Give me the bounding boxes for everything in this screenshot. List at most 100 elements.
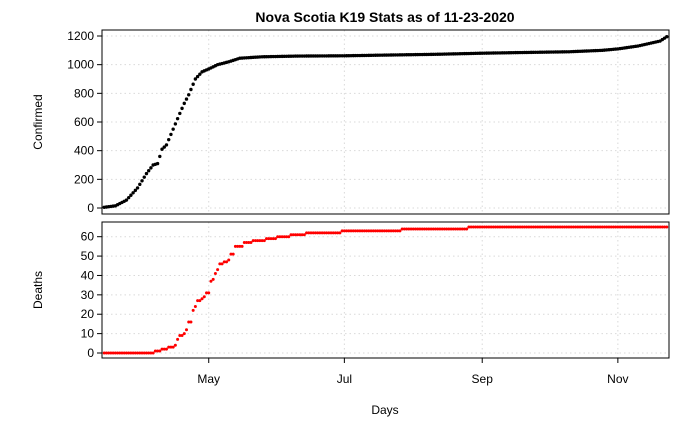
deaths-point [171, 345, 175, 349]
deaths-point [211, 277, 215, 281]
deaths-point [311, 231, 315, 235]
confirmed-point [167, 137, 171, 142]
confirmed-point [149, 166, 153, 170]
deaths-point [540, 225, 544, 229]
deaths-point [287, 235, 291, 239]
confirmed-point [193, 77, 198, 81]
deaths-point [129, 351, 133, 355]
deaths-x-axis: May Jul Sep Nov [197, 358, 629, 386]
deaths-point [113, 351, 117, 355]
deaths-point [591, 225, 595, 229]
deaths-point [596, 225, 600, 229]
deaths-point [509, 225, 513, 229]
deaths-point [587, 225, 591, 229]
deaths-point [322, 231, 326, 235]
deaths-point [516, 225, 520, 229]
confirmed-point [146, 169, 151, 173]
deaths-point [316, 231, 320, 235]
deaths-point [431, 227, 435, 231]
confirmed-point [175, 116, 180, 121]
deaths-point [425, 227, 429, 231]
deaths-point [267, 237, 271, 241]
confirmed-point [665, 35, 669, 39]
deaths-point [636, 225, 640, 229]
deaths-point [253, 239, 257, 243]
confirmed-point [129, 193, 133, 197]
confirmed-point [138, 182, 142, 187]
deaths-point [482, 225, 486, 229]
y-tick-label: 600 [74, 115, 94, 129]
deaths-point [124, 351, 128, 355]
deaths-point [320, 231, 324, 235]
deaths-point [658, 225, 662, 229]
deaths-point [104, 351, 108, 355]
deaths-point [502, 225, 506, 229]
deaths-point [518, 225, 522, 229]
deaths-point [522, 225, 526, 229]
confirmed-point [131, 191, 135, 195]
deaths-point [454, 227, 458, 231]
deaths-point [296, 233, 300, 237]
confirmed-point [187, 93, 191, 97]
confirmed-point [180, 106, 184, 111]
deaths-point [498, 225, 502, 229]
deaths-point [176, 337, 180, 341]
deaths-point [149, 351, 153, 355]
deaths-point [362, 229, 366, 233]
deaths-point [442, 227, 446, 231]
deaths-point [293, 233, 297, 237]
deaths-point [107, 351, 111, 355]
deaths-point [556, 225, 560, 229]
deaths-y-label: Deaths [31, 271, 45, 309]
deaths-point [474, 225, 478, 229]
confirmed-point [155, 161, 160, 166]
deaths-point [629, 225, 633, 229]
deaths-point [554, 225, 558, 229]
y-tick-label: 800 [74, 86, 94, 100]
deaths-point [318, 231, 322, 235]
deaths-point [247, 241, 251, 245]
deaths-point [429, 227, 433, 231]
deaths-point [567, 225, 571, 229]
deaths-point [456, 227, 460, 231]
deaths-point [409, 227, 413, 231]
deaths-point [231, 252, 235, 256]
deaths-point [594, 225, 598, 229]
deaths-point [376, 229, 380, 233]
deaths-point [583, 225, 587, 229]
confirmed-point [124, 198, 129, 202]
deaths-point [631, 225, 635, 229]
y-tick-label: 200 [74, 172, 94, 186]
deaths-point [529, 225, 533, 229]
deaths-point [614, 225, 618, 229]
deaths-point [558, 225, 562, 229]
x-tick-label: Sep [472, 372, 494, 386]
deaths-point [367, 229, 371, 233]
deaths-point [576, 225, 580, 229]
deaths-point [560, 225, 564, 229]
deaths-point [153, 349, 157, 353]
deaths-point [305, 231, 309, 235]
deaths-point [440, 227, 444, 231]
deaths-point [447, 227, 451, 231]
y-tick-label: 0 [87, 346, 94, 360]
y-tick-label: 400 [74, 144, 94, 158]
deaths-point [233, 244, 237, 248]
deaths-point [249, 241, 253, 245]
deaths-point [647, 225, 651, 229]
deaths-point [191, 308, 195, 312]
deaths-point [520, 225, 524, 229]
deaths-point [485, 225, 489, 229]
deaths-y-axis: 0 10 20 30 40 50 60 [81, 230, 102, 360]
deaths-point [333, 231, 337, 235]
deaths-point [418, 227, 422, 231]
deaths-point [182, 332, 186, 336]
deaths-point [478, 225, 482, 229]
deaths-point [173, 343, 177, 347]
deaths-point [205, 291, 209, 295]
deaths-point [338, 231, 342, 235]
deaths-point [133, 351, 137, 355]
y-tick-label: 40 [81, 268, 95, 282]
deaths-point [527, 225, 531, 229]
